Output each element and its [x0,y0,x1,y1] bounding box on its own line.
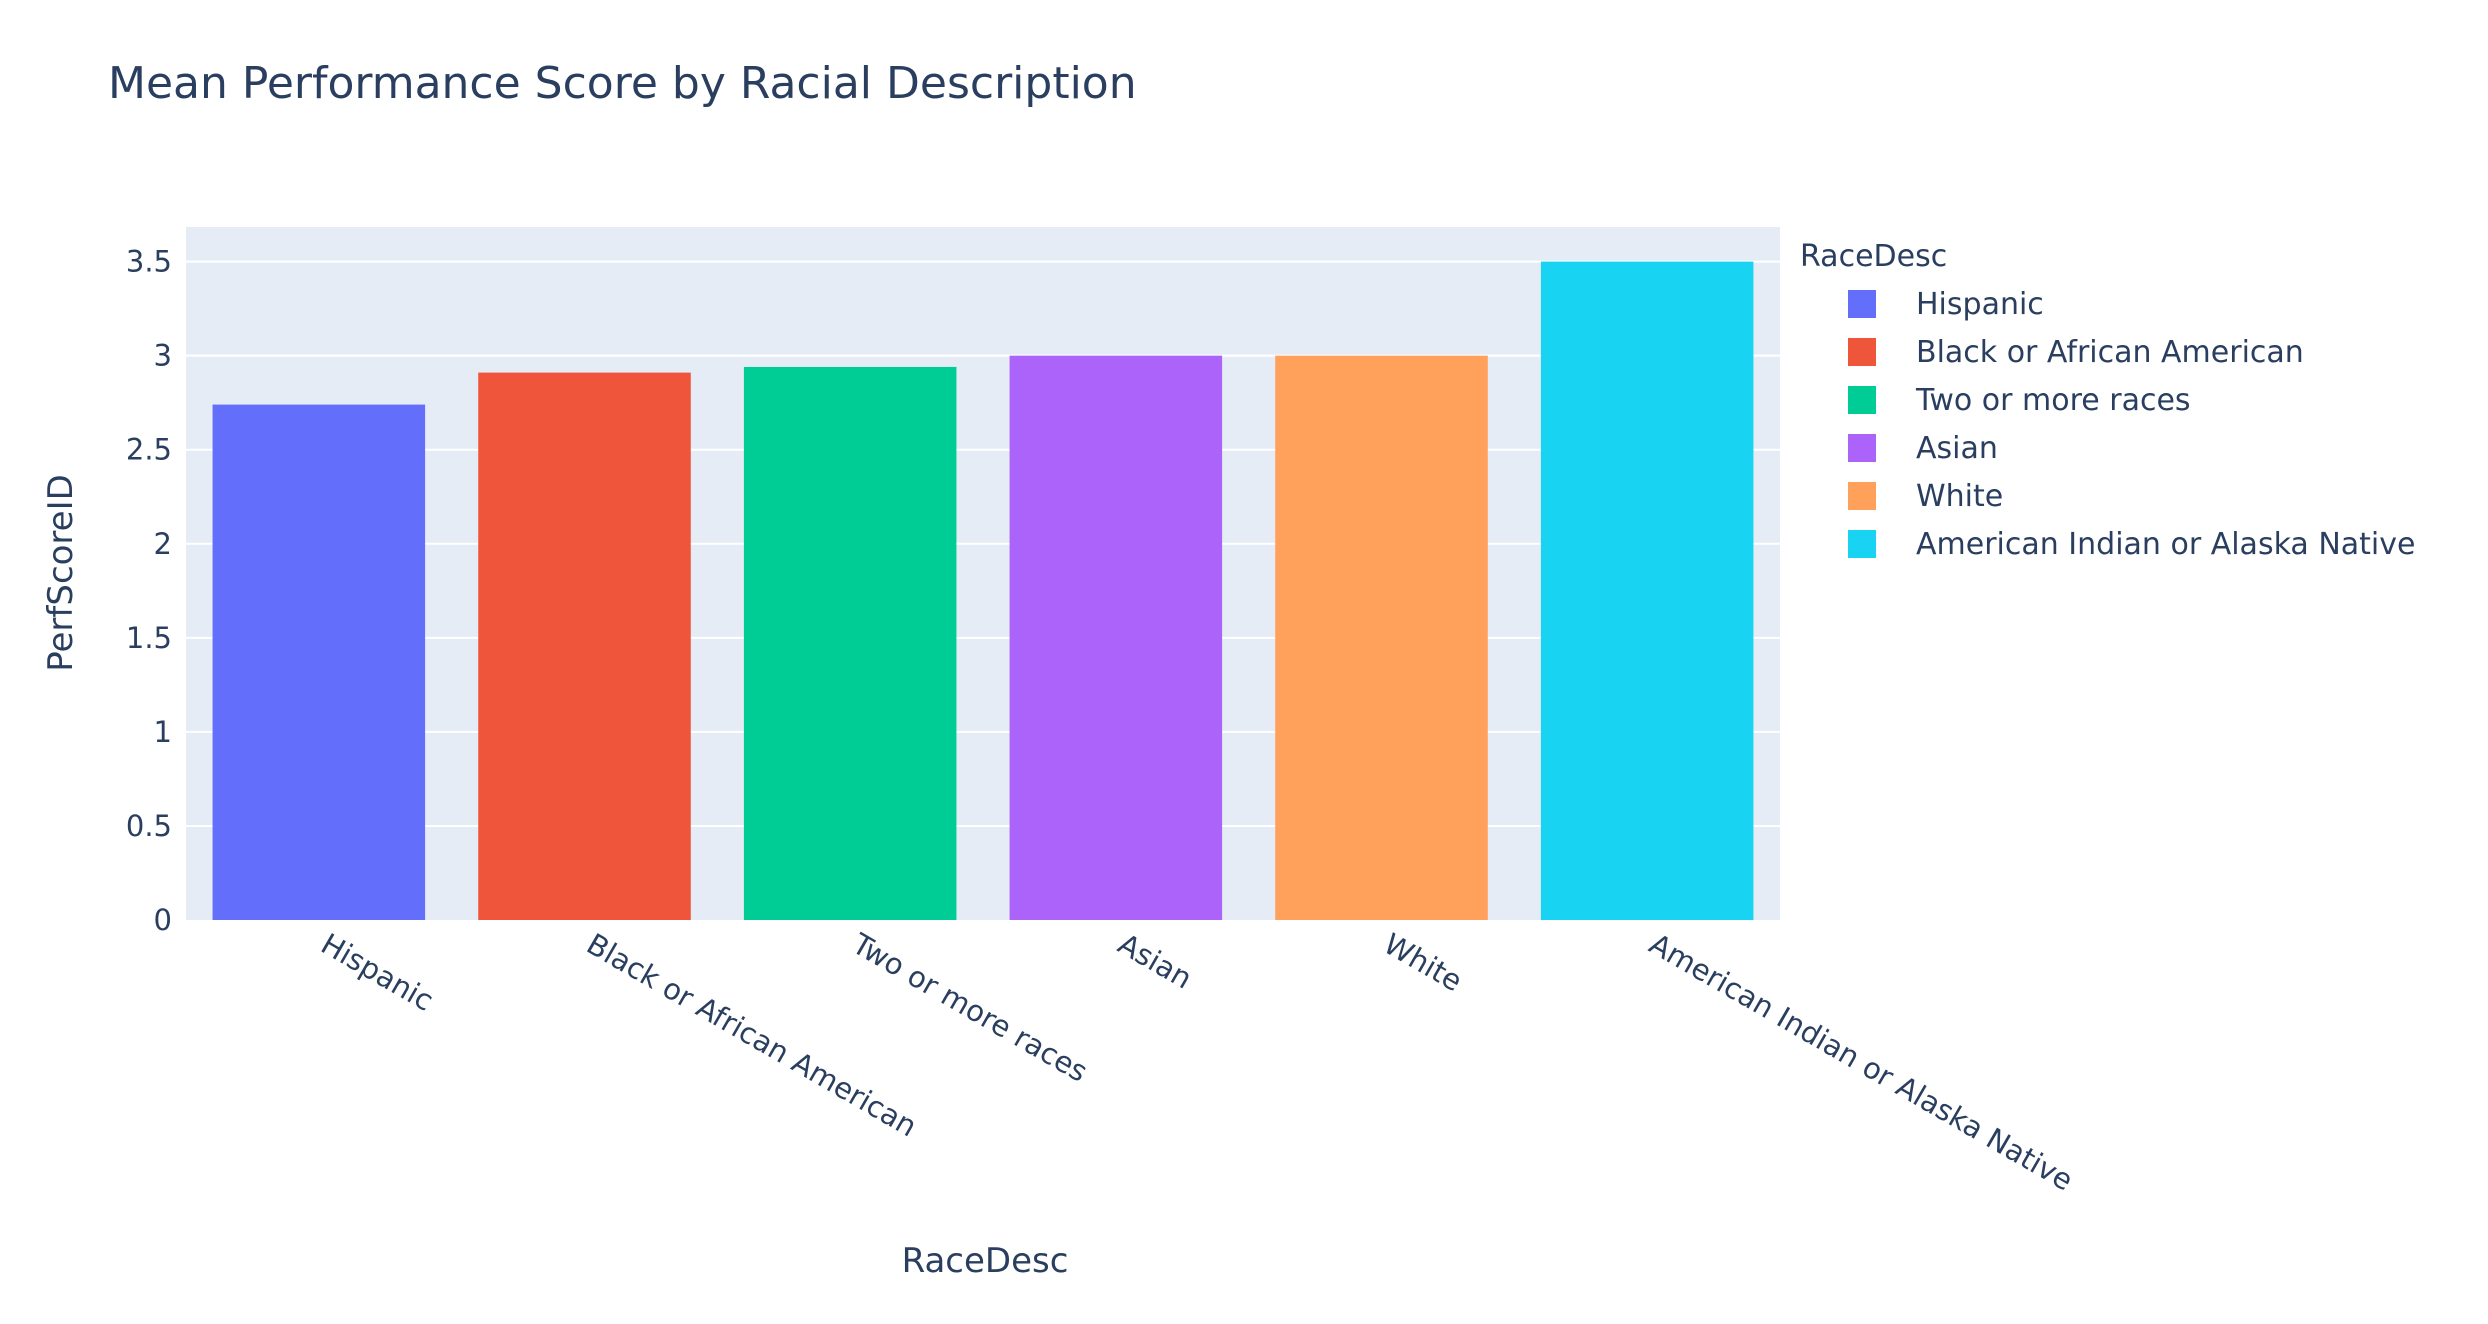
legend-label: American Indian or Alaska Native [1916,527,2415,562]
legend-label: Asian [1916,431,1998,466]
bars [212,261,1754,921]
legend-label: Hispanic [1916,287,2044,322]
y-tick-label: 2 [154,527,172,561]
legend-title: RaceDesc [1800,239,1947,274]
legend-label: Black or African American [1916,335,2304,370]
legend-label: Two or more races [1915,383,2191,418]
plot-area-background [186,227,1780,920]
y-tick-label: 2.5 [126,433,172,467]
y-tick-label: 1 [154,715,172,749]
y-tick-labels: 0 0.5 1 1.5 2 2.5 3 3.5 [126,245,172,937]
x-axis-title: RaceDesc [902,1241,1069,1281]
legend-swatch [1848,530,1876,558]
y-axis-title: PerfScoreID [41,474,81,672]
y-tick-label: 0 [154,903,172,937]
x-tick-label: White [1378,927,1468,999]
bar-white[interactable] [1275,355,1488,921]
y-tick-label: 0.5 [126,809,172,843]
x-tick-label: Asian [1112,927,1198,996]
legend-swatch [1848,290,1876,318]
chart-title: Mean Performance Score by Racial Descrip… [108,58,1137,109]
legend-swatch [1848,434,1876,462]
legend-label: White [1916,479,2003,514]
y-gridlines [186,260,1780,827]
legend-swatch [1848,386,1876,414]
bar-asian[interactable] [1009,355,1223,921]
legend[interactable]: RaceDesc Hispanic Black or African Americ… [1800,239,2415,562]
bar-american-indian-or-alaska-native[interactable] [1540,261,1754,920]
bar-black-or-african-american[interactable] [478,372,691,920]
x-tick-label: American Indian or Alaska Native [1644,927,2079,1198]
legend-swatch [1848,482,1876,510]
legend-swatch [1848,338,1876,366]
y-tick-label: 3.5 [126,245,172,279]
legend-items: Hispanic Black or African American Two or … [1848,287,2415,562]
bar-hispanic[interactable] [212,404,426,920]
x-tick-label: Two or more races [846,926,1094,1089]
y-tick-label: 1.5 [126,621,172,655]
x-tick-label: Hispanic [315,927,439,1018]
bar-two-or-more-races[interactable] [743,366,957,920]
y-tick-label: 3 [154,339,172,373]
